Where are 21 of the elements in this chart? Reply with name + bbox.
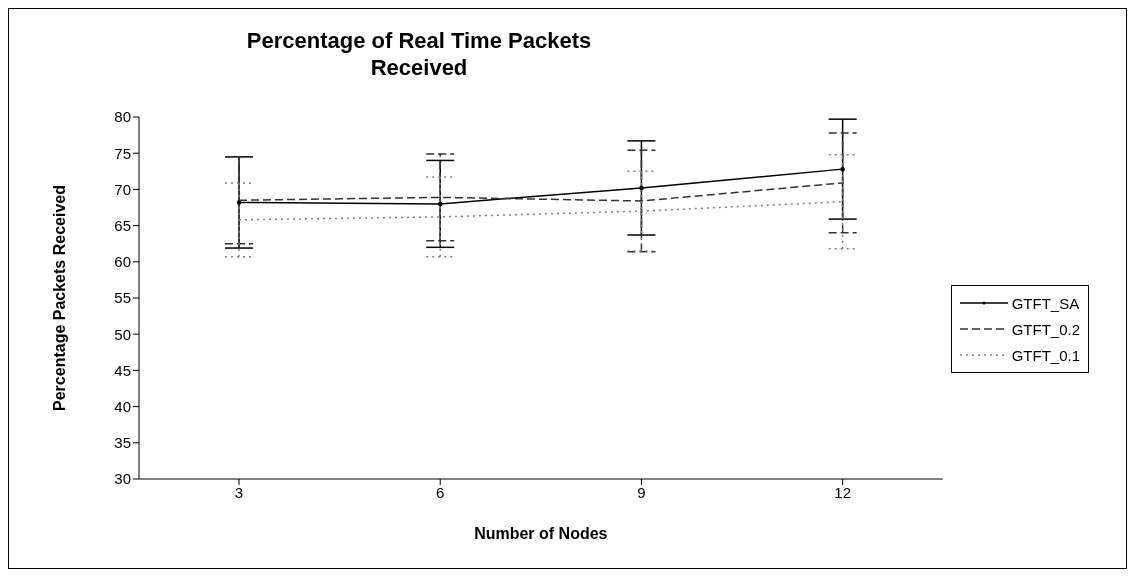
y-tick-label: 30 [114,470,131,488]
x-tick-label: 12 [834,483,851,501]
y-tick-label: 40 [114,397,131,415]
y-tick-label: 50 [114,325,131,343]
y-tick-label: 60 [114,253,131,271]
y-tick-label: 45 [114,361,131,379]
legend-label: GTFT_0.2 [1011,320,1080,338]
x-axis-title: Number of Nodes [474,525,608,542]
y-tick-label: 70 [114,180,131,198]
x-tick-label: 3 [234,483,244,501]
x-tick-label: 6 [436,483,445,501]
legend-label: GTFT_0.1 [1011,346,1080,364]
chart-title: Percentage of Real Time Packets Received [245,27,593,81]
y-axis-title: Percentage Packets Received [50,185,68,411]
x-tick-label: 9 [637,483,646,501]
y-tick-label: 35 [114,434,131,452]
y-tick-label: 75 [114,144,131,162]
y-tick-label: 65 [114,216,131,234]
legend-label: GTFT_SA [1011,294,1080,312]
y-tick-label: 55 [114,289,131,307]
y-tick-label: 80 [114,108,131,126]
